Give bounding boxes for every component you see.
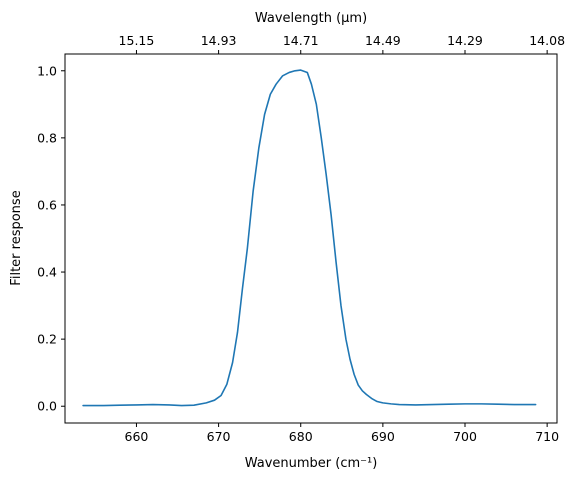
y-tick-label: 0.2 xyxy=(37,332,57,347)
x-tick-label: 710 xyxy=(535,429,559,444)
y-tick-label: 0.4 xyxy=(37,265,57,280)
top-tick-label: 15.15 xyxy=(119,33,155,48)
x-tick-label: 670 xyxy=(207,429,231,444)
y-tick-label: 0.8 xyxy=(37,130,57,145)
top-tick-label: 14.93 xyxy=(201,33,237,48)
top-tick-label: 14.49 xyxy=(365,33,401,48)
x-tick-label: 700 xyxy=(453,429,477,444)
x-tick-label: 680 xyxy=(289,429,313,444)
y-tick-label: 1.0 xyxy=(37,63,57,78)
top-tick-label: 14.29 xyxy=(447,33,483,48)
top-tick-label: 14.08 xyxy=(529,33,565,48)
plot-frame xyxy=(64,53,558,424)
top-tick-label: 14.71 xyxy=(283,33,319,48)
y-ticks: 0.0 0.2 0.4 0.6 0.8 1.0 xyxy=(37,63,65,414)
y-tick-label: 0.0 xyxy=(37,399,57,414)
x-axis-title: Wavenumber (cm⁻¹) xyxy=(245,456,378,471)
x-tick-label: 660 xyxy=(125,429,149,444)
y-tick-label: 0.6 xyxy=(37,197,57,212)
x-tick-label: 690 xyxy=(371,429,395,444)
top-ticks: 15.15 14.93 14.71 14.49 14.29 14.08 xyxy=(119,33,565,54)
x-ticks: 660 670 680 690 700 710 xyxy=(125,423,559,444)
curve-layer xyxy=(82,69,537,407)
top-axis-title: Wavelength (μm) xyxy=(255,11,367,26)
plot-area xyxy=(65,54,557,423)
y-axis-title: Filter response xyxy=(9,190,24,285)
series-line-0 xyxy=(82,69,537,407)
